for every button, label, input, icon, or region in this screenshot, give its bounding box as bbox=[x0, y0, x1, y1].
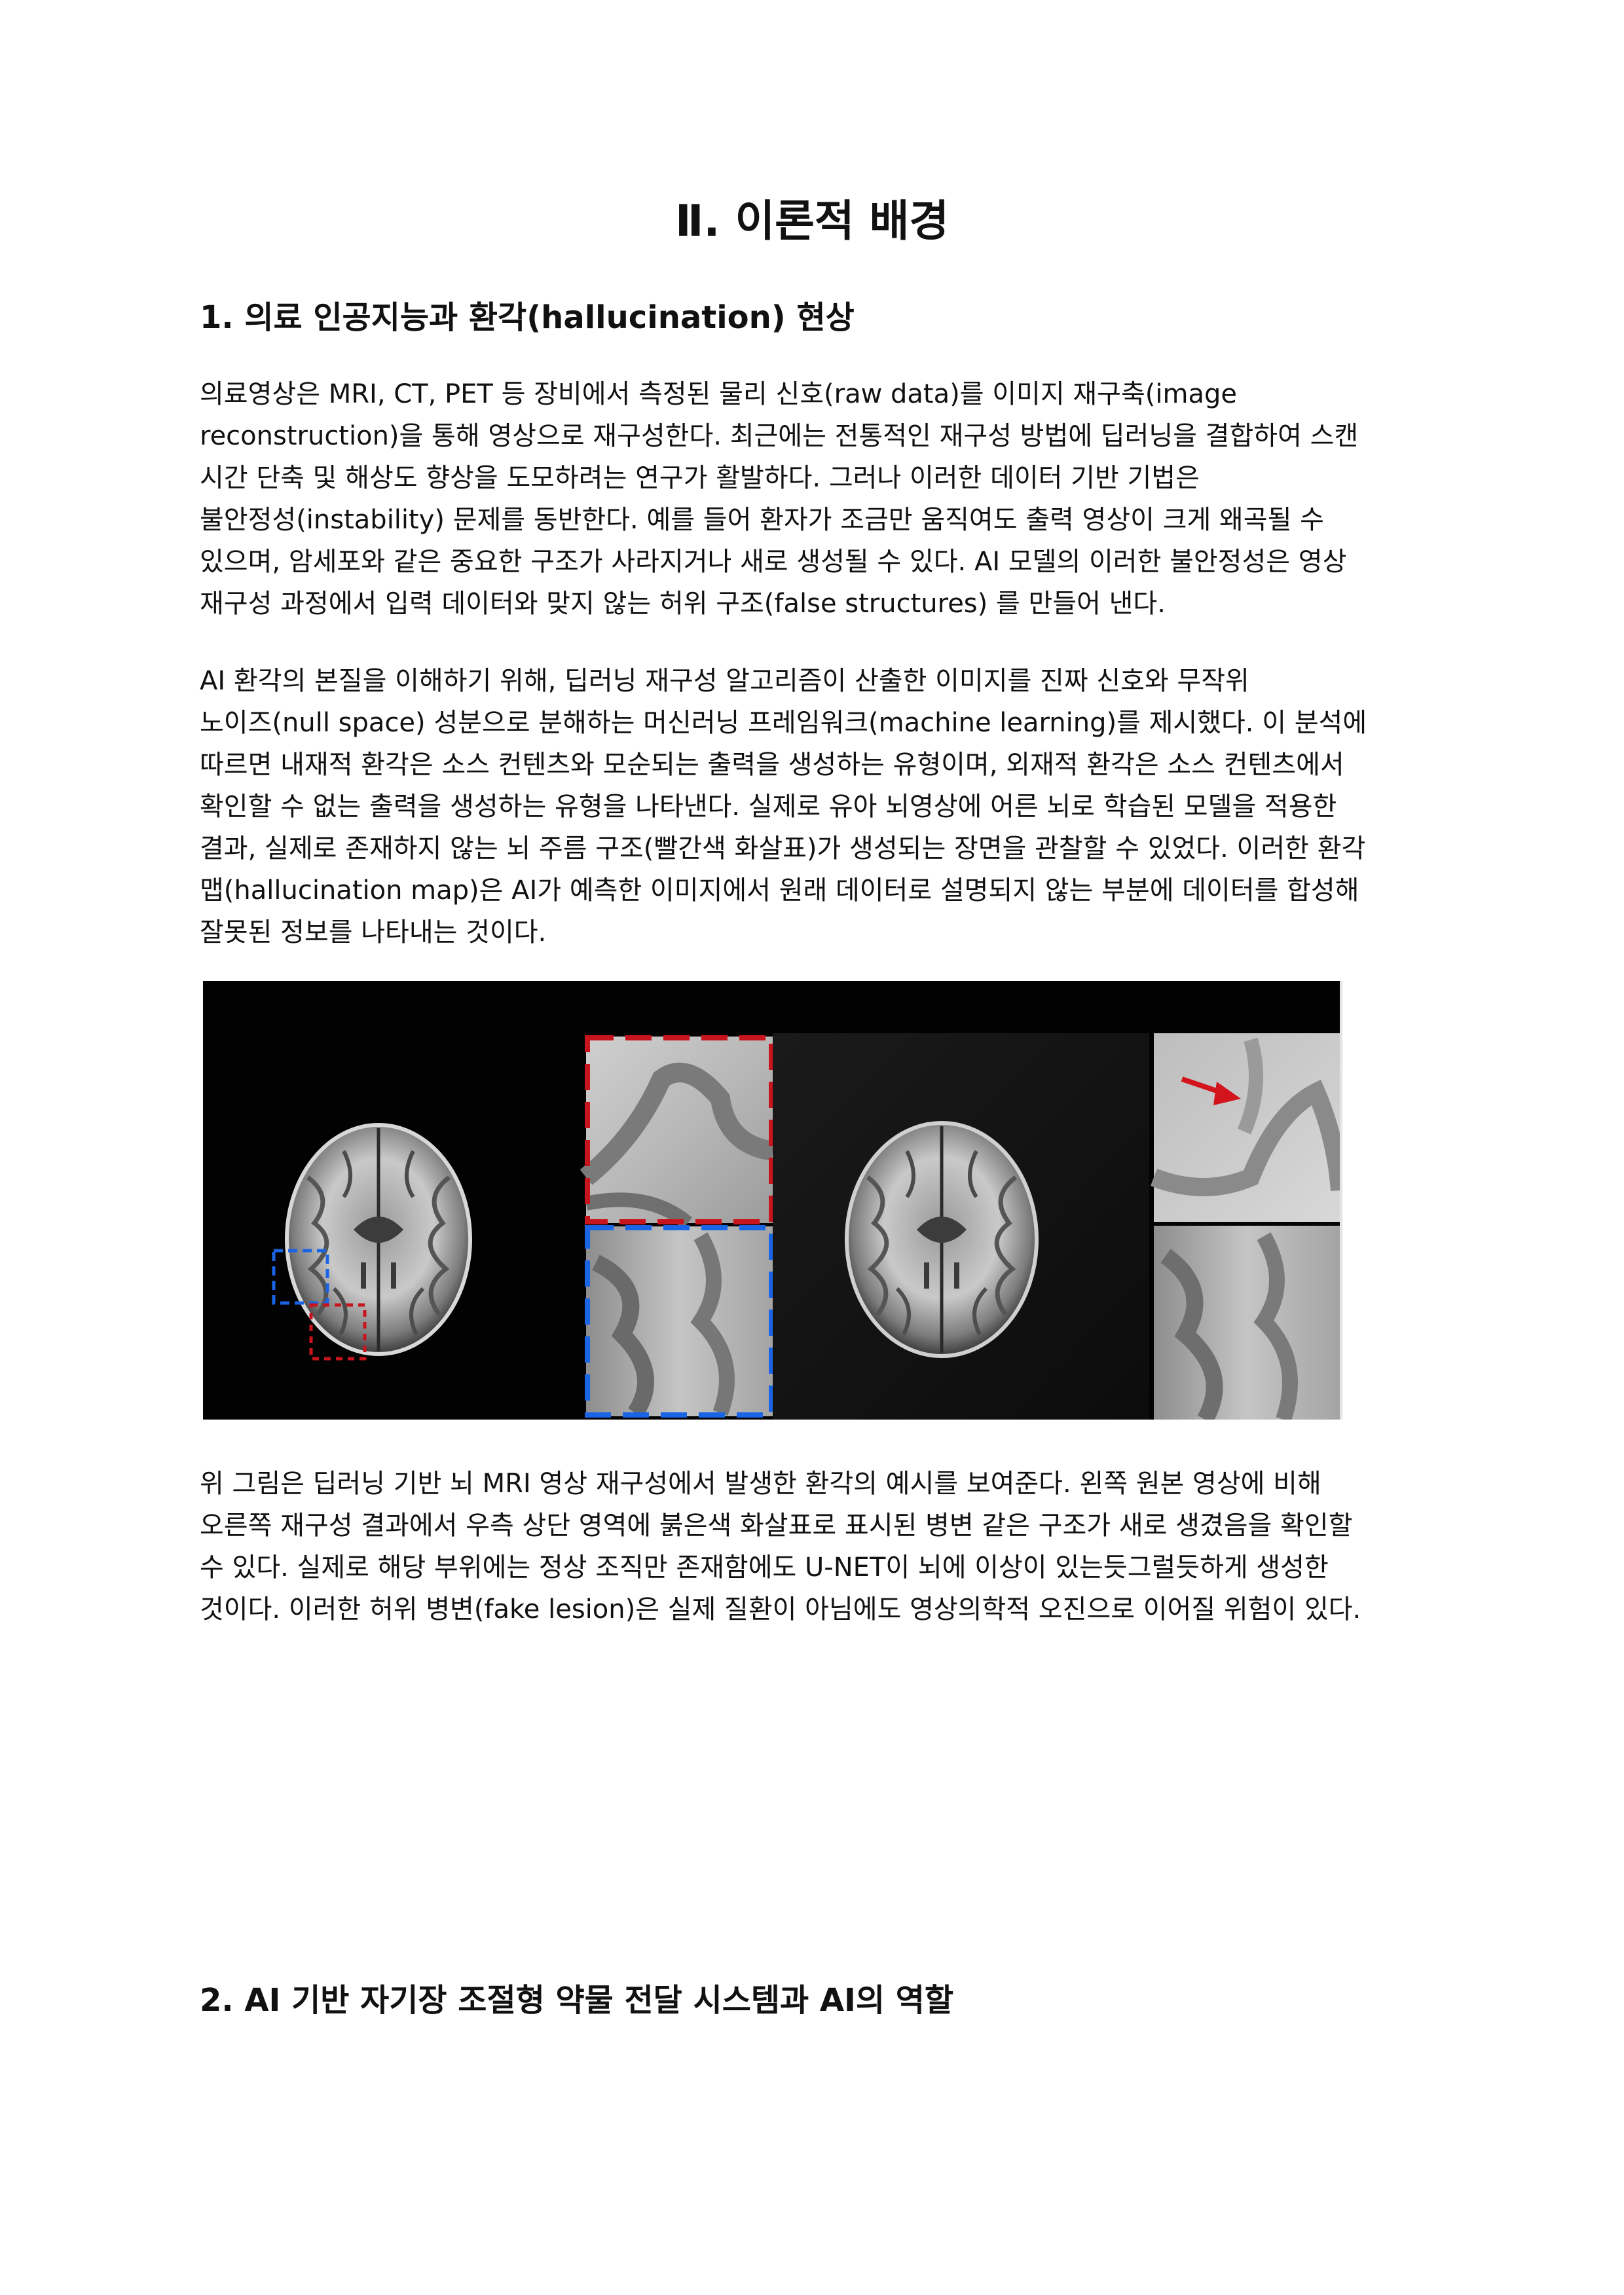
text-line: 맵(hallucination map)은 AI가 예측한 이미지에서 원래 데… bbox=[200, 875, 1359, 906]
section-1-heading: 1. 의료 인공지능과 환각(hallucination) 현상 bbox=[200, 299, 855, 336]
original-brain-image bbox=[285, 1123, 472, 1356]
text-line: 노이즈(null space) 성분으로 분해하는 머신러닝 프레임워크(mac… bbox=[200, 708, 1367, 738]
text-line: 있으며, 암세포와 같은 중요한 구조가 사라지거나 새로 생성될 수 있다. … bbox=[200, 547, 1347, 577]
original-zoom-red bbox=[580, 1035, 775, 1229]
text-line: 불안정성(instability) 문제를 동반한다. 예를 들어 환자가 조금… bbox=[200, 505, 1324, 535]
text-line: 의료영상은 MRI, CT, PET 등 장비에서 측정된 물리 신호(raw … bbox=[200, 379, 1237, 409]
text-line: 따르면 내재적 환각은 소스 컨텐츠와 모순되는 출력을 생성하는 유형이며, … bbox=[200, 750, 1344, 780]
text-line: 확인할 수 없는 출력을 생성하는 유형을 나타낸다. 실제로 유아 뇌영상에 … bbox=[200, 792, 1337, 822]
original-red-roi-box bbox=[309, 1303, 367, 1361]
text-line: 수 있다. 실제로 해당 부위에는 정상 조직만 존재함에도 U-NET이 뇌에… bbox=[200, 1552, 1329, 1583]
original-blue-roi-box bbox=[272, 1249, 329, 1305]
text-line: 오른쪽 재구성 결과에서 우측 상단 영역에 붉은색 화살표로 표시된 병변 같… bbox=[200, 1511, 1353, 1541]
paragraph-2: AI 환각의 본질을 이해하기 위해, 딥러닝 재구성 알고리즘이 산출한 이미… bbox=[200, 660, 1444, 953]
text-line: 시간 단축 및 해상도 향상을 도모하려는 연구가 활발하다. 그러나 이러한 … bbox=[200, 463, 1200, 493]
text-line: 잘못된 정보를 나타내는 것이다. bbox=[200, 917, 547, 947]
text-line: 것이다. 이러한 허위 병변(fake lesion)은 실제 질환이 아님에도… bbox=[200, 1594, 1361, 1625]
text-line: 위 그림은 딥러닝 기반 뇌 MRI 영상 재구성에서 발생한 환각의 예시를 … bbox=[200, 1469, 1321, 1499]
paragraph-1: 의료영상은 MRI, CT, PET 등 장비에서 측정된 물리 신호(raw … bbox=[200, 373, 1444, 625]
page-title: Ⅱ. 이론적 배경 bbox=[674, 196, 950, 246]
reconstruction-zoom-bottom bbox=[1154, 1226, 1340, 1420]
original-zoom-blue bbox=[585, 1225, 774, 1418]
text-line: 재구성 과정에서 입력 데이터와 맞지 않는 허위 구조(false struc… bbox=[200, 589, 1166, 619]
mri-hallucination-figure bbox=[203, 981, 1342, 1420]
section-2-heading: 2. AI 기반 자기장 조절형 약물 전달 시스템과 AI의 역할 bbox=[200, 1982, 954, 2019]
reconstruction-zoom-top bbox=[1150, 1033, 1342, 1222]
reconstructed-brain-image bbox=[845, 1121, 1039, 1358]
paragraph-3: 위 그림은 딥러닝 기반 뇌 MRI 영상 재구성에서 발생한 환각의 예시를 … bbox=[200, 1463, 1444, 1630]
text-line: reconstruction)을 통해 영상으로 재구성한다. 최근에는 전통적… bbox=[200, 421, 1359, 451]
red-arrow-icon bbox=[1181, 1076, 1241, 1105]
text-line: 결과, 실제로 존재하지 않는 뇌 주름 구조(빨간색 화살표)가 생성되는 장… bbox=[200, 834, 1366, 864]
text-line: AI 환각의 본질을 이해하기 위해, 딥러닝 재구성 알고리즘이 산출한 이미… bbox=[200, 666, 1249, 696]
